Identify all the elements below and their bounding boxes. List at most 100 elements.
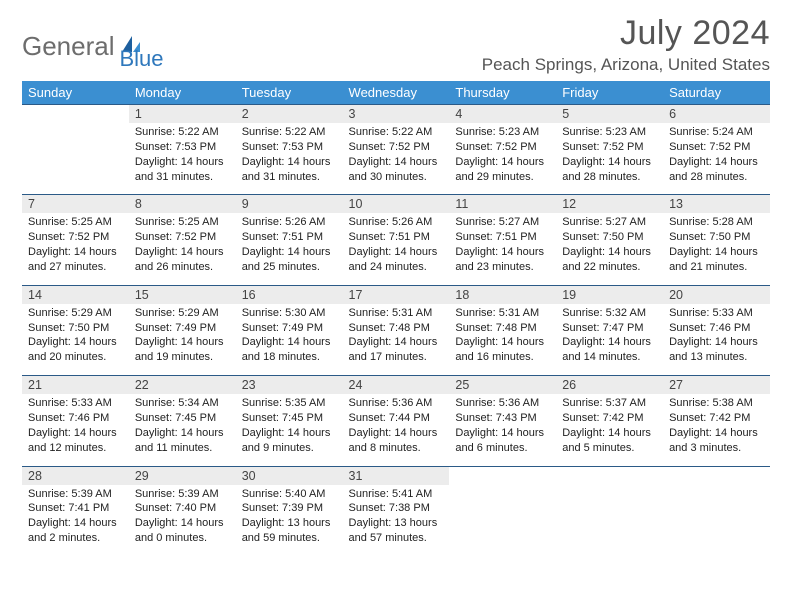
daylight-text: Daylight: 14 hours and 0 minutes.	[135, 516, 230, 546]
day-body-cell: Sunrise: 5:36 AMSunset: 7:44 PMDaylight:…	[343, 394, 450, 466]
sunset-text: Sunset: 7:48 PM	[349, 321, 444, 336]
day-number-row: 14151617181920	[22, 285, 770, 304]
sunrise-text: Sunrise: 5:27 AM	[455, 215, 550, 230]
day-body-row: Sunrise: 5:25 AMSunset: 7:52 PMDaylight:…	[22, 213, 770, 285]
day-number-cell: 29	[129, 466, 236, 485]
daylight-text: Daylight: 14 hours and 5 minutes.	[562, 426, 657, 456]
daylight-text: Daylight: 14 hours and 9 minutes.	[242, 426, 337, 456]
daylight-text: Daylight: 14 hours and 13 minutes.	[669, 335, 764, 365]
sunrise-text: Sunrise: 5:26 AM	[242, 215, 337, 230]
sunrise-text: Sunrise: 5:30 AM	[242, 306, 337, 321]
sunrise-text: Sunrise: 5:33 AM	[669, 306, 764, 321]
daylight-text: Daylight: 14 hours and 25 minutes.	[242, 245, 337, 275]
day-body-cell: Sunrise: 5:25 AMSunset: 7:52 PMDaylight:…	[129, 213, 236, 285]
day-body-cell: Sunrise: 5:24 AMSunset: 7:52 PMDaylight:…	[663, 123, 770, 195]
day-body-cell: Sunrise: 5:30 AMSunset: 7:49 PMDaylight:…	[236, 304, 343, 376]
day-number-row: 21222324252627	[22, 376, 770, 395]
daylight-text: Daylight: 14 hours and 28 minutes.	[669, 155, 764, 185]
daylight-text: Daylight: 13 hours and 57 minutes.	[349, 516, 444, 546]
day-number-cell: 17	[343, 285, 450, 304]
sunrise-text: Sunrise: 5:25 AM	[135, 215, 230, 230]
sunrise-text: Sunrise: 5:22 AM	[349, 125, 444, 140]
month-title: July 2024	[482, 14, 770, 53]
day-number-cell: 19	[556, 285, 663, 304]
day-body-cell: Sunrise: 5:29 AMSunset: 7:50 PMDaylight:…	[22, 304, 129, 376]
sunrise-text: Sunrise: 5:37 AM	[562, 396, 657, 411]
day-number-cell: 1	[129, 105, 236, 124]
sunrise-text: Sunrise: 5:36 AM	[455, 396, 550, 411]
sunrise-text: Sunrise: 5:26 AM	[349, 215, 444, 230]
day-body-row: Sunrise: 5:39 AMSunset: 7:41 PMDaylight:…	[22, 485, 770, 556]
daylight-text: Daylight: 14 hours and 24 minutes.	[349, 245, 444, 275]
day-body-cell: Sunrise: 5:31 AMSunset: 7:48 PMDaylight:…	[343, 304, 450, 376]
sunset-text: Sunset: 7:51 PM	[455, 230, 550, 245]
daylight-text: Daylight: 14 hours and 30 minutes.	[349, 155, 444, 185]
sunrise-text: Sunrise: 5:35 AM	[242, 396, 337, 411]
day-number-cell: 3	[343, 105, 450, 124]
day-body-cell: Sunrise: 5:39 AMSunset: 7:41 PMDaylight:…	[22, 485, 129, 556]
day-number-cell: 9	[236, 195, 343, 214]
sunrise-text: Sunrise: 5:38 AM	[669, 396, 764, 411]
calendar-table: SundayMondayTuesdayWednesdayThursdayFrid…	[22, 81, 770, 556]
sunrise-text: Sunrise: 5:23 AM	[455, 125, 550, 140]
sunrise-text: Sunrise: 5:33 AM	[28, 396, 123, 411]
day-body-cell: Sunrise: 5:31 AMSunset: 7:48 PMDaylight:…	[449, 304, 556, 376]
sunrise-text: Sunrise: 5:23 AM	[562, 125, 657, 140]
sunrise-text: Sunrise: 5:29 AM	[135, 306, 230, 321]
day-body-row: Sunrise: 5:22 AMSunset: 7:53 PMDaylight:…	[22, 123, 770, 195]
sunrise-text: Sunrise: 5:28 AM	[669, 215, 764, 230]
sunset-text: Sunset: 7:40 PM	[135, 501, 230, 516]
sunrise-text: Sunrise: 5:22 AM	[242, 125, 337, 140]
sunset-text: Sunset: 7:52 PM	[349, 140, 444, 155]
sunrise-text: Sunrise: 5:22 AM	[135, 125, 230, 140]
day-body-cell	[556, 485, 663, 556]
daylight-text: Daylight: 14 hours and 26 minutes.	[135, 245, 230, 275]
daylight-text: Daylight: 14 hours and 18 minutes.	[242, 335, 337, 365]
day-number-cell: 7	[22, 195, 129, 214]
day-number-cell: 31	[343, 466, 450, 485]
weekday-header: Wednesday	[343, 81, 450, 105]
day-number-cell: 2	[236, 105, 343, 124]
sunset-text: Sunset: 7:38 PM	[349, 501, 444, 516]
day-number-cell: 6	[663, 105, 770, 124]
day-number-cell: 26	[556, 376, 663, 395]
sunset-text: Sunset: 7:46 PM	[28, 411, 123, 426]
daylight-text: Daylight: 14 hours and 28 minutes.	[562, 155, 657, 185]
sunset-text: Sunset: 7:50 PM	[669, 230, 764, 245]
page-header: General Blue July 2024 Peach Springs, Ar…	[22, 14, 770, 75]
day-body-cell: Sunrise: 5:27 AMSunset: 7:51 PMDaylight:…	[449, 213, 556, 285]
day-number-cell: 28	[22, 466, 129, 485]
daylight-text: Daylight: 14 hours and 11 minutes.	[135, 426, 230, 456]
day-body-cell: Sunrise: 5:23 AMSunset: 7:52 PMDaylight:…	[449, 123, 556, 195]
day-body-cell: Sunrise: 5:22 AMSunset: 7:52 PMDaylight:…	[343, 123, 450, 195]
sunset-text: Sunset: 7:42 PM	[562, 411, 657, 426]
sunset-text: Sunset: 7:51 PM	[349, 230, 444, 245]
sunset-text: Sunset: 7:50 PM	[562, 230, 657, 245]
sunset-text: Sunset: 7:45 PM	[135, 411, 230, 426]
day-body-row: Sunrise: 5:33 AMSunset: 7:46 PM Daylight:…	[22, 394, 770, 466]
weekday-header: Tuesday	[236, 81, 343, 105]
day-body-cell	[663, 485, 770, 556]
day-body-cell: Sunrise: 5:26 AMSunset: 7:51 PMDaylight:…	[236, 213, 343, 285]
sunrise-text: Sunrise: 5:32 AM	[562, 306, 657, 321]
brand-part1: General	[22, 31, 115, 62]
sunrise-text: Sunrise: 5:31 AM	[349, 306, 444, 321]
sunrise-text: Sunrise: 5:34 AM	[135, 396, 230, 411]
sunset-text: Sunset: 7:46 PM	[669, 321, 764, 336]
day-number-cell	[22, 105, 129, 124]
sunrise-text: Sunrise: 5:39 AM	[135, 487, 230, 502]
weekday-header: Sunday	[22, 81, 129, 105]
sunset-text: Sunset: 7:42 PM	[669, 411, 764, 426]
brand-logo: General Blue	[22, 20, 164, 72]
daylight-text: Daylight: 14 hours and 14 minutes.	[562, 335, 657, 365]
day-number-cell: 20	[663, 285, 770, 304]
day-body-cell: Sunrise: 5:28 AMSunset: 7:50 PMDaylight:…	[663, 213, 770, 285]
brand-part2: Blue	[120, 46, 164, 72]
sunset-text: Sunset: 7:52 PM	[562, 140, 657, 155]
sunset-text: Sunset: 7:48 PM	[455, 321, 550, 336]
sunrise-text: Sunrise: 5:41 AM	[349, 487, 444, 502]
sunrise-text: Sunrise: 5:39 AM	[28, 487, 123, 502]
day-number-cell: 30	[236, 466, 343, 485]
day-body-cell: Sunrise: 5:36 AMSunset: 7:43 PMDaylight:…	[449, 394, 556, 466]
location-text: Peach Springs, Arizona, United States	[482, 55, 770, 75]
